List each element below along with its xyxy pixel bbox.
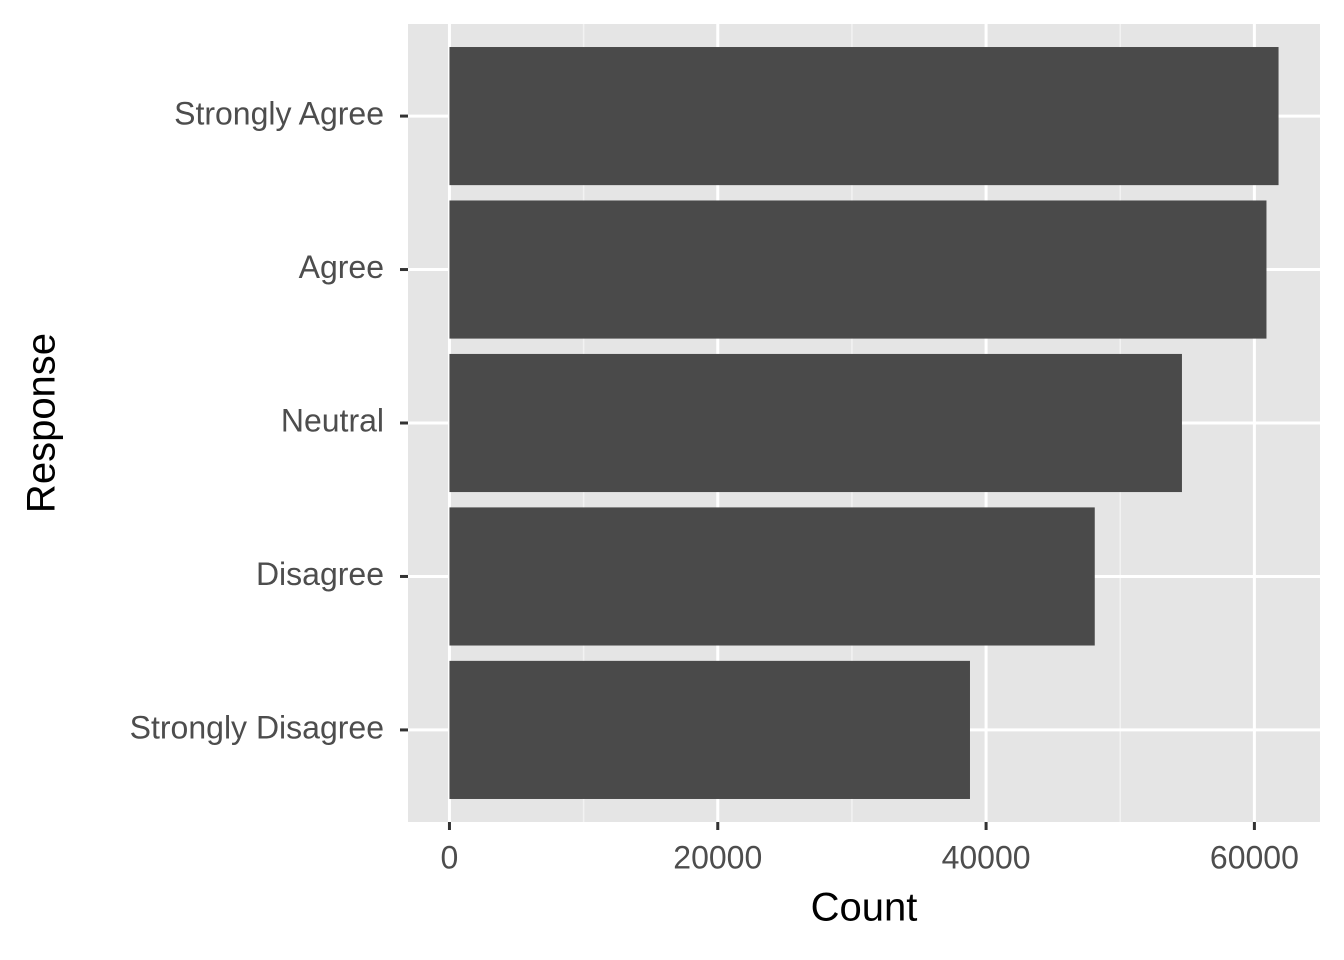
- y-tick-label: Agree: [299, 249, 384, 285]
- x-tick-label: 60000: [1210, 839, 1299, 875]
- bar: [449, 200, 1267, 339]
- y-tick-label: Strongly Agree: [174, 96, 384, 132]
- y-tick-label: Disagree: [256, 556, 384, 592]
- bar: [449, 660, 970, 799]
- y-tick-label: Neutral: [281, 402, 384, 438]
- bar: [449, 507, 1095, 646]
- y-axis-title: Response: [20, 333, 64, 513]
- bar: [449, 47, 1279, 186]
- x-tick-label: 0: [441, 839, 459, 875]
- bar: [449, 353, 1182, 493]
- x-tick-label: 40000: [942, 839, 1031, 875]
- y-tick-label: Strongly Disagree: [130, 709, 384, 745]
- x-tick-label: 20000: [673, 839, 762, 875]
- x-axis-title: Count: [811, 886, 918, 930]
